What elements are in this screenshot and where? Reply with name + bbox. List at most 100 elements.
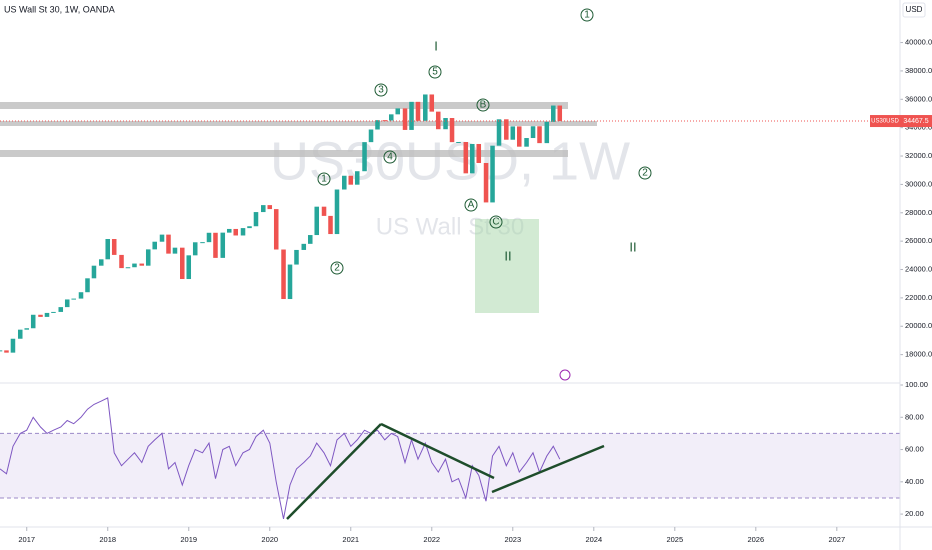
trendline <box>491 444 605 494</box>
wave-circle <box>374 83 388 97</box>
candle <box>348 175 354 185</box>
candle <box>152 241 157 250</box>
candle <box>504 119 509 140</box>
candle <box>294 249 299 265</box>
x-tick-label: 2017 <box>18 535 35 544</box>
candle <box>496 119 502 146</box>
x-tick-label: 2027 <box>828 535 845 544</box>
candle <box>186 255 192 280</box>
wave-circle <box>330 261 344 275</box>
candle <box>281 249 286 300</box>
rsi-band <box>0 433 900 498</box>
candle <box>483 162 489 203</box>
wave-circle <box>464 198 478 212</box>
y-tick-label: 22000.0 <box>905 293 932 302</box>
candle <box>389 114 394 121</box>
candle <box>395 108 401 115</box>
y-tick-label: 24000.0 <box>905 265 932 274</box>
y-tick-label: 32000.0 <box>905 151 932 160</box>
candle <box>530 126 536 139</box>
rsi-trendlines <box>286 422 605 520</box>
wave-label: 2 <box>334 263 340 274</box>
candle <box>180 247 185 280</box>
rsi-pane <box>0 384 903 519</box>
candle <box>423 94 428 121</box>
candle <box>98 259 104 266</box>
target-box <box>475 219 539 313</box>
candle <box>449 118 455 143</box>
y-tick-label: 18000.0 <box>905 350 932 359</box>
candle <box>463 141 469 174</box>
candle <box>409 101 414 130</box>
candle <box>139 263 145 266</box>
candle <box>524 138 529 147</box>
x-tick-label: 2024 <box>585 535 602 544</box>
y-tick-label: 26000.0 <box>905 236 932 245</box>
candle <box>544 121 550 144</box>
candle <box>307 235 313 244</box>
y-tick-label: 80.00 <box>905 412 924 421</box>
candle <box>30 314 36 329</box>
candle <box>71 298 76 300</box>
candle <box>0 350 3 352</box>
last-price: 34467.5 <box>903 118 928 125</box>
candle <box>287 264 293 300</box>
candle <box>200 242 205 244</box>
axes: 18000.0 20000.0 22000.0 24000.0 26000.0 28000… <box>18 38 932 544</box>
x-tick-label: 2019 <box>180 535 197 544</box>
y-tick-label: 28000.0 <box>905 208 932 217</box>
candle <box>38 314 43 317</box>
wave-circle <box>383 150 397 164</box>
candle <box>78 292 84 299</box>
wave-circle <box>476 98 490 112</box>
x-tick-label: 2026 <box>747 535 764 544</box>
event-icon[interactable] <box>559 369 571 381</box>
x-tick-label: 2021 <box>342 535 359 544</box>
wave-labels: 1 3 5 B 4 1 2 A C 2 I II II <box>317 8 652 381</box>
candle <box>44 312 50 317</box>
wave-label: 3 <box>378 85 384 96</box>
candle <box>166 234 171 254</box>
price-tag <box>901 115 932 128</box>
zone <box>0 121 597 126</box>
candle <box>10 338 16 353</box>
wave-circle <box>428 65 442 79</box>
candle <box>206 232 212 243</box>
candle <box>415 101 421 121</box>
zone <box>0 150 568 157</box>
wave-label: 1 <box>321 174 327 185</box>
y-tick-label: 38000.0 <box>905 66 932 75</box>
wave-circle <box>580 8 594 22</box>
candle <box>267 205 273 210</box>
currency-button[interactable] <box>902 2 926 18</box>
wave-label: 1 <box>584 10 590 21</box>
y-tick-label: 20.00 <box>905 509 924 518</box>
wave-circle <box>317 172 331 186</box>
wave-label: I <box>434 38 438 53</box>
candle <box>17 329 23 339</box>
candle <box>64 299 70 308</box>
candle <box>516 126 522 147</box>
candle <box>159 234 165 242</box>
candle <box>470 143 475 174</box>
candle <box>402 108 408 130</box>
candle <box>226 228 232 233</box>
candle <box>111 239 117 255</box>
candle <box>429 94 435 112</box>
candle <box>273 209 279 250</box>
rsi-line <box>0 397 561 519</box>
x-tick-label: 2022 <box>423 535 440 544</box>
wave-circle <box>638 166 652 180</box>
candle <box>24 328 30 330</box>
candle <box>233 228 239 236</box>
candle <box>301 243 307 250</box>
wave-label: II <box>504 248 511 263</box>
candle <box>490 145 495 203</box>
y-tick-label: 20000.0 <box>905 321 932 330</box>
currency[interactable]: USD <box>906 5 923 14</box>
x-tick-label: 2020 <box>261 535 278 544</box>
candle <box>220 232 226 258</box>
drawings <box>0 102 597 313</box>
wave-label: B <box>480 100 487 111</box>
